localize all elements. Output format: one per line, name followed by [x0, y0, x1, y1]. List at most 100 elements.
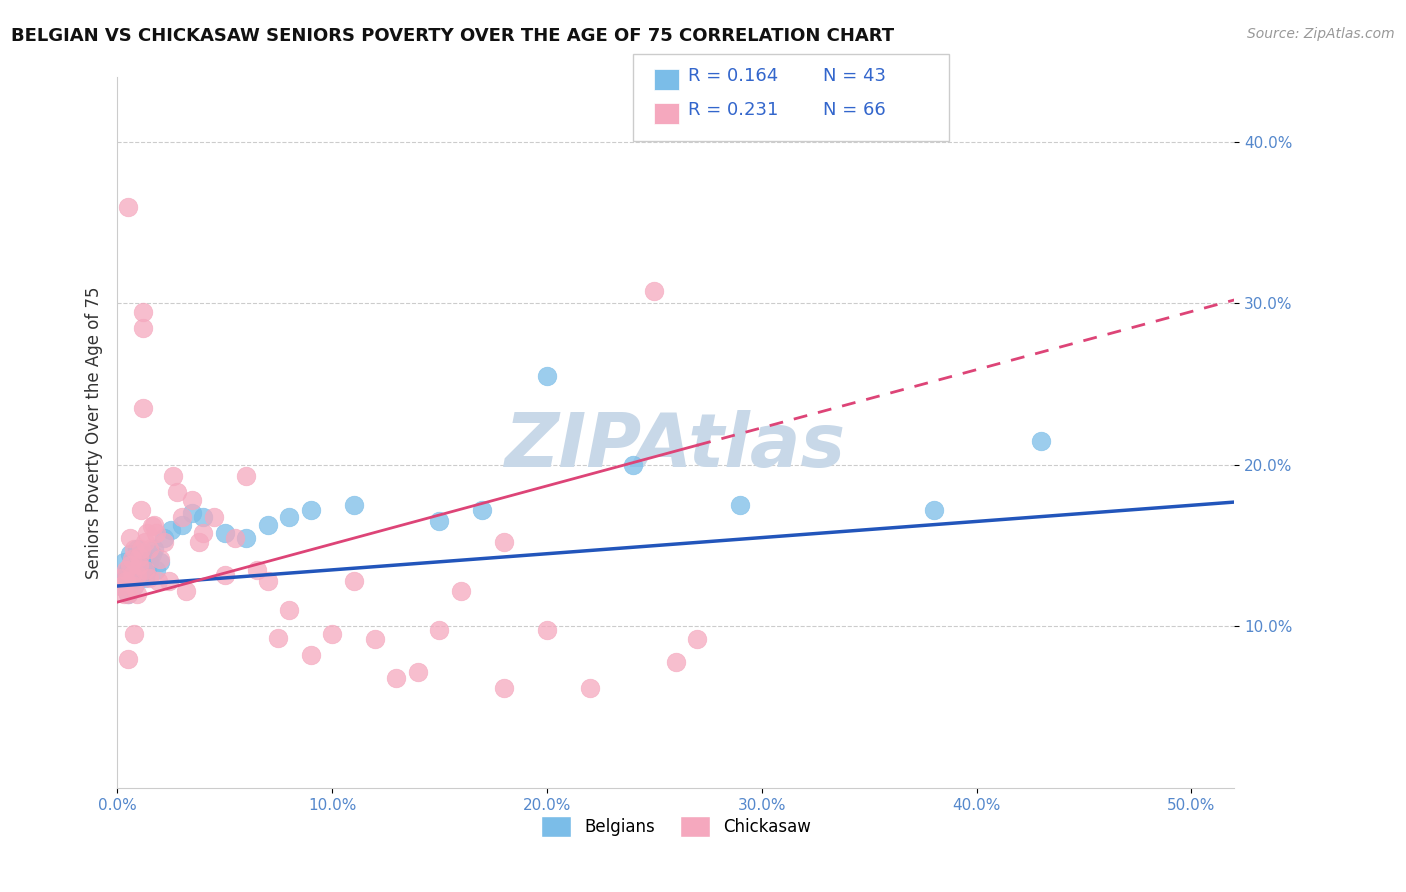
Point	[235, 469, 257, 483]
Point	[132, 549, 155, 564]
Text: R = 0.231: R = 0.231	[688, 101, 778, 119]
Y-axis label: Seniors Poverty Over the Age of 75: Seniors Poverty Over the Age of 75	[86, 286, 103, 579]
Point	[170, 517, 193, 532]
Point	[112, 587, 135, 601]
Point	[117, 587, 139, 601]
Point	[124, 579, 146, 593]
Point	[278, 509, 301, 524]
Point	[170, 509, 193, 524]
Text: Source: ZipAtlas.com: Source: ZipAtlas.com	[1247, 27, 1395, 41]
Point	[142, 517, 165, 532]
Point	[108, 571, 131, 585]
Point	[299, 648, 322, 663]
Point	[120, 563, 142, 577]
Point	[235, 531, 257, 545]
Point	[117, 651, 139, 665]
Point	[134, 535, 156, 549]
Point	[492, 681, 515, 695]
Point	[128, 566, 150, 580]
Point	[224, 531, 246, 545]
Point	[278, 603, 301, 617]
Point	[342, 498, 364, 512]
Point	[138, 571, 160, 585]
Point	[129, 503, 152, 517]
Point	[191, 525, 214, 540]
Point	[120, 531, 142, 545]
Point	[110, 579, 132, 593]
Point	[157, 574, 180, 589]
Point	[114, 574, 136, 589]
Point	[202, 509, 225, 524]
Text: N = 43: N = 43	[823, 67, 886, 85]
Point	[134, 563, 156, 577]
Point	[1029, 434, 1052, 448]
Point	[120, 558, 142, 572]
Point	[145, 525, 167, 540]
Point	[132, 304, 155, 318]
Point	[256, 574, 278, 589]
Point	[125, 571, 148, 585]
Text: R = 0.164: R = 0.164	[688, 67, 778, 85]
Point	[246, 563, 269, 577]
Point	[132, 320, 155, 334]
Point	[124, 551, 146, 566]
Point	[117, 563, 139, 577]
Point	[149, 555, 172, 569]
Point	[112, 555, 135, 569]
Point	[406, 665, 429, 679]
Point	[492, 535, 515, 549]
Point	[174, 583, 197, 598]
Point	[108, 571, 131, 585]
Point	[138, 555, 160, 569]
Point	[142, 541, 165, 556]
Point	[579, 681, 602, 695]
Point	[342, 574, 364, 589]
Point	[121, 558, 143, 572]
Point	[256, 517, 278, 532]
Point	[643, 284, 665, 298]
Point	[429, 515, 451, 529]
Point	[471, 503, 494, 517]
Point	[128, 571, 150, 585]
Point	[124, 579, 146, 593]
Point	[125, 587, 148, 601]
Point	[114, 571, 136, 585]
Point	[124, 541, 146, 556]
Legend: Belgians, Chickasaw: Belgians, Chickasaw	[534, 810, 817, 844]
Point	[136, 525, 159, 540]
Point	[429, 623, 451, 637]
Point	[129, 541, 152, 556]
Point	[132, 401, 155, 416]
Point	[120, 547, 142, 561]
Point	[267, 631, 290, 645]
Point	[686, 632, 709, 647]
Point	[134, 571, 156, 585]
Text: BELGIAN VS CHICKASAW SENIORS POVERTY OVER THE AGE OF 75 CORRELATION CHART: BELGIAN VS CHICKASAW SENIORS POVERTY OVE…	[11, 27, 894, 45]
Point	[110, 579, 132, 593]
Point	[129, 558, 152, 572]
Point	[149, 551, 172, 566]
Point	[181, 507, 204, 521]
Point	[922, 503, 945, 517]
Point	[138, 541, 160, 556]
Point	[145, 563, 167, 577]
Point	[121, 551, 143, 566]
Point	[191, 509, 214, 524]
Point	[187, 535, 209, 549]
Point	[128, 558, 150, 572]
Point	[136, 563, 159, 577]
Point	[385, 671, 408, 685]
Point	[621, 458, 644, 472]
Point	[141, 547, 163, 561]
Point	[321, 627, 343, 641]
Point	[117, 587, 139, 601]
Point	[125, 567, 148, 582]
Point	[128, 549, 150, 564]
Point	[117, 200, 139, 214]
Point	[665, 655, 688, 669]
Point	[181, 493, 204, 508]
Point	[121, 567, 143, 582]
Point	[121, 574, 143, 589]
Point	[728, 498, 751, 512]
Point	[146, 574, 169, 589]
